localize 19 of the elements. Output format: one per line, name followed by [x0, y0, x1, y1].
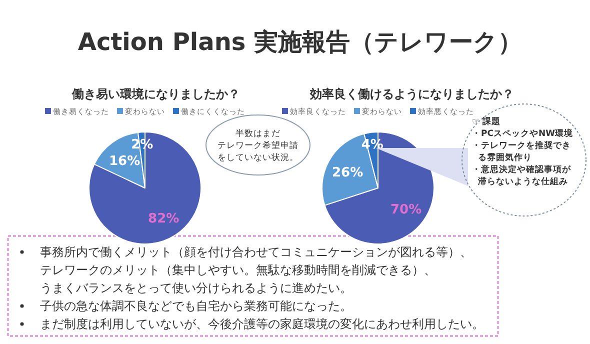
chart-title: 効率良く働けるようになりましたか？ — [309, 87, 514, 101]
text: ・PCスペックやNW環境 — [472, 128, 574, 139]
text: 事務所内で働くメリット（顔を付け合わせてコミュニケーションが図れる等）、テレワークのメリット（集中しやすい。無駄な移動時間を削減できる）、うまくバランスをとって使い分けられるように進めたい。 — [40, 245, 472, 295]
text: をしていない状況。 — [218, 152, 298, 163]
data-label: 82% — [148, 211, 180, 226]
text: 半数はまだ — [236, 128, 280, 139]
text: ・意思決定や確認事項が滞らないような仕組み — [472, 164, 572, 187]
data-label: 16% — [109, 154, 140, 169]
text: テレワーク希望申請 — [218, 140, 298, 151]
chart-title: 働き易い環境になりましたか？ — [71, 87, 240, 101]
text: ☞ 課題 — [472, 116, 501, 127]
text: まだ制度は利用していないが、今後介護等の家庭環境の変化にあわせ利用したい。 — [40, 317, 484, 331]
text: ・テレワークを推奨できる雰囲気作り — [472, 140, 571, 163]
pie-slice — [324, 132, 434, 244]
data-label: 26% — [332, 165, 364, 180]
text: 子供の急な体調不良などでも自宅から業務可能になった。 — [40, 299, 352, 313]
text: Action Plans 実施報告（テレワーク） — [78, 28, 522, 56]
pie-slice — [88, 132, 202, 244]
data-label: 70% — [390, 202, 422, 218]
